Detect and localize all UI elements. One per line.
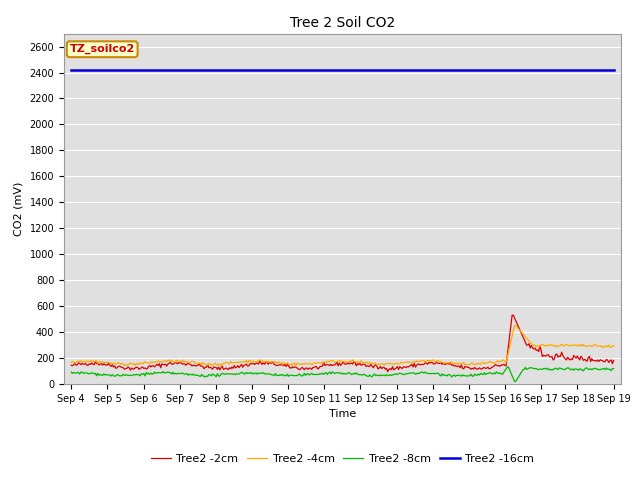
Tree2 -2cm	[461, 363, 469, 369]
Tree2 -8cm	[460, 373, 468, 379]
Tree2 -2cm	[373, 363, 381, 369]
X-axis label: Time: Time	[329, 409, 356, 419]
Tree2 -16cm	[128, 67, 136, 73]
Tree2 -16cm	[460, 67, 468, 73]
Tree2 -4cm	[128, 361, 136, 367]
Tree2 -2cm	[384, 369, 392, 374]
Tree2 -4cm	[589, 343, 597, 349]
Tree2 -4cm	[67, 360, 75, 365]
Y-axis label: CO2 (mV): CO2 (mV)	[14, 181, 24, 236]
Tree2 -8cm	[128, 372, 136, 378]
Legend: Tree2 -2cm, Tree2 -4cm, Tree2 -8cm, Tree2 -16cm: Tree2 -2cm, Tree2 -4cm, Tree2 -8cm, Tree…	[146, 449, 539, 468]
Tree2 -16cm	[67, 67, 75, 73]
Title: Tree 2 Soil CO2: Tree 2 Soil CO2	[290, 16, 395, 30]
Tree2 -2cm	[610, 358, 618, 363]
Tree2 -8cm	[67, 369, 75, 375]
Tree2 -16cm	[373, 67, 381, 73]
Tree2 -8cm	[504, 364, 511, 370]
Tree2 -8cm	[604, 366, 611, 372]
Tree2 -8cm	[610, 366, 618, 372]
Tree2 -8cm	[589, 366, 597, 372]
Tree2 -4cm	[217, 363, 225, 369]
Tree2 -4cm	[511, 323, 518, 328]
Tree2 -2cm	[158, 361, 166, 367]
Line: Tree2 -2cm: Tree2 -2cm	[71, 315, 614, 372]
Line: Tree2 -8cm: Tree2 -8cm	[71, 367, 614, 382]
Tree2 -2cm	[508, 312, 516, 318]
Tree2 -4cm	[374, 361, 382, 367]
Tree2 -16cm	[601, 67, 609, 73]
Tree2 -2cm	[604, 357, 611, 363]
Tree2 -2cm	[589, 358, 597, 363]
Line: Tree2 -4cm: Tree2 -4cm	[71, 325, 614, 366]
Tree2 -8cm	[511, 379, 518, 384]
Tree2 -4cm	[158, 359, 166, 365]
Tree2 -8cm	[373, 372, 381, 378]
Tree2 -2cm	[128, 365, 136, 371]
Tree2 -16cm	[587, 67, 595, 73]
Tree2 -4cm	[461, 361, 469, 367]
Tree2 -16cm	[610, 67, 618, 73]
Text: TZ_soilco2: TZ_soilco2	[70, 44, 135, 54]
Tree2 -16cm	[158, 67, 166, 73]
Tree2 -2cm	[67, 362, 75, 368]
Tree2 -4cm	[604, 344, 611, 349]
Tree2 -8cm	[158, 370, 166, 376]
Tree2 -4cm	[610, 343, 618, 348]
